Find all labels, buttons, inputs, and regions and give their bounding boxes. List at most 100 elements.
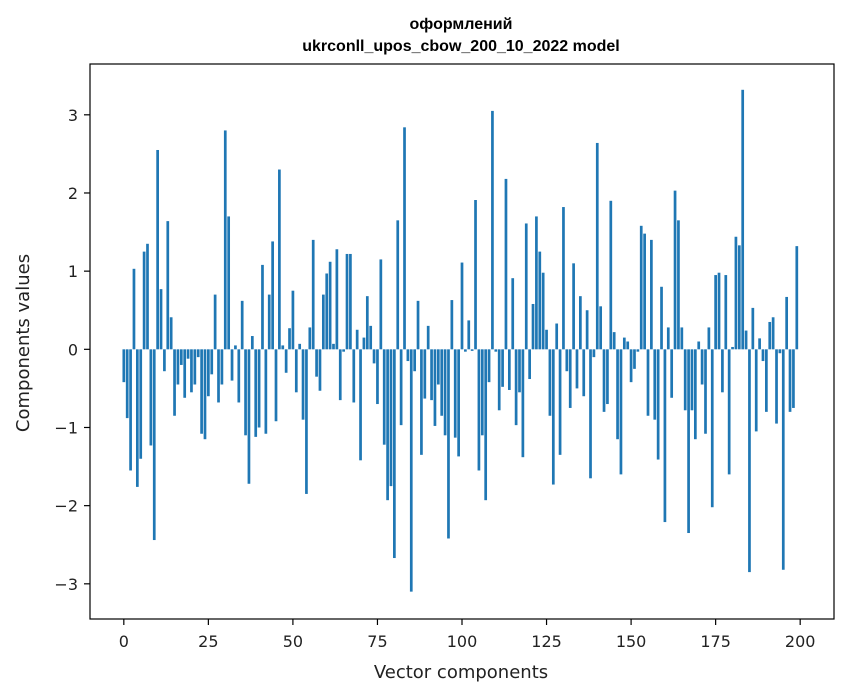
bar [261,264,264,350]
bar [203,349,207,440]
bar [717,272,721,350]
bar [376,349,379,405]
bar [207,349,210,397]
bar [464,349,467,352]
bar [386,349,389,501]
bar [291,290,295,350]
bar [616,349,619,440]
bar [372,349,376,364]
bar [436,349,440,385]
bar [250,336,254,350]
bar [697,341,701,350]
bar [660,286,663,350]
bar [639,225,643,350]
y-tick-label: −2 [54,497,78,516]
bar [362,337,366,350]
bar [727,349,731,475]
bar [210,349,214,375]
bar [223,130,227,350]
bar [633,349,636,369]
bar [396,220,400,350]
bar [714,275,717,350]
bar [163,349,166,372]
bar [420,349,423,455]
x-tick-label: 75 [367,632,387,651]
bar [765,349,768,412]
bar [497,349,501,411]
bar [646,349,650,416]
bar [663,349,667,523]
bar [406,349,410,362]
bar [338,349,342,401]
bar [460,262,464,350]
bar [680,327,684,350]
bar [443,349,447,436]
x-axis-label: Vector components [374,662,548,683]
plot-frame [89,63,835,620]
bar [511,278,515,350]
bar [612,332,616,350]
bar [568,349,572,408]
bar [484,349,488,501]
bar [687,349,690,534]
x-tick-label: 150 [616,632,647,651]
bar [538,251,542,350]
bar [129,349,132,471]
bar [274,349,278,422]
bar [467,320,471,350]
bar [342,349,345,352]
bar [531,303,535,350]
bar [200,349,203,434]
bar [778,349,782,354]
bar [592,349,596,358]
bar [179,349,183,365]
bar [294,349,298,393]
bar [788,349,792,412]
bar [650,239,653,350]
x-tick-label: 25 [198,632,218,651]
bar [558,349,562,455]
bar [734,236,738,350]
bar [795,246,799,350]
bar [653,349,657,420]
bar [416,300,420,350]
bar [758,338,761,350]
bar [744,330,748,350]
bar [315,349,318,377]
bar [518,349,521,393]
chart-subtitle: ukrconll_upos_cbow_200_10_2022 model [302,38,619,55]
bar [244,349,247,436]
chart-title: оформлений [410,16,513,33]
bar [683,349,687,411]
bar [308,327,312,350]
bar [737,245,741,350]
y-tick-label: 3 [68,106,78,125]
bar [629,349,633,383]
bar [622,337,626,350]
bar [149,349,153,446]
bar [507,349,511,390]
bar [487,349,491,383]
bar [305,349,308,494]
bar [589,349,592,479]
y-tick-label: −1 [54,418,78,437]
bar [599,306,603,350]
bar [301,349,305,420]
bar [565,349,569,372]
bar [781,349,785,570]
bar [477,349,481,471]
bar [501,349,504,387]
bar [426,325,430,350]
bar [521,349,525,458]
bar [142,251,146,350]
bar [606,349,609,405]
bar [545,329,548,350]
x-tick-label: 100 [447,632,478,651]
x-tick-label: 175 [700,632,731,651]
bar [298,343,302,350]
bar [365,296,369,350]
bar [721,349,724,393]
bar [585,310,589,350]
bar [704,349,707,434]
bar [514,349,518,426]
